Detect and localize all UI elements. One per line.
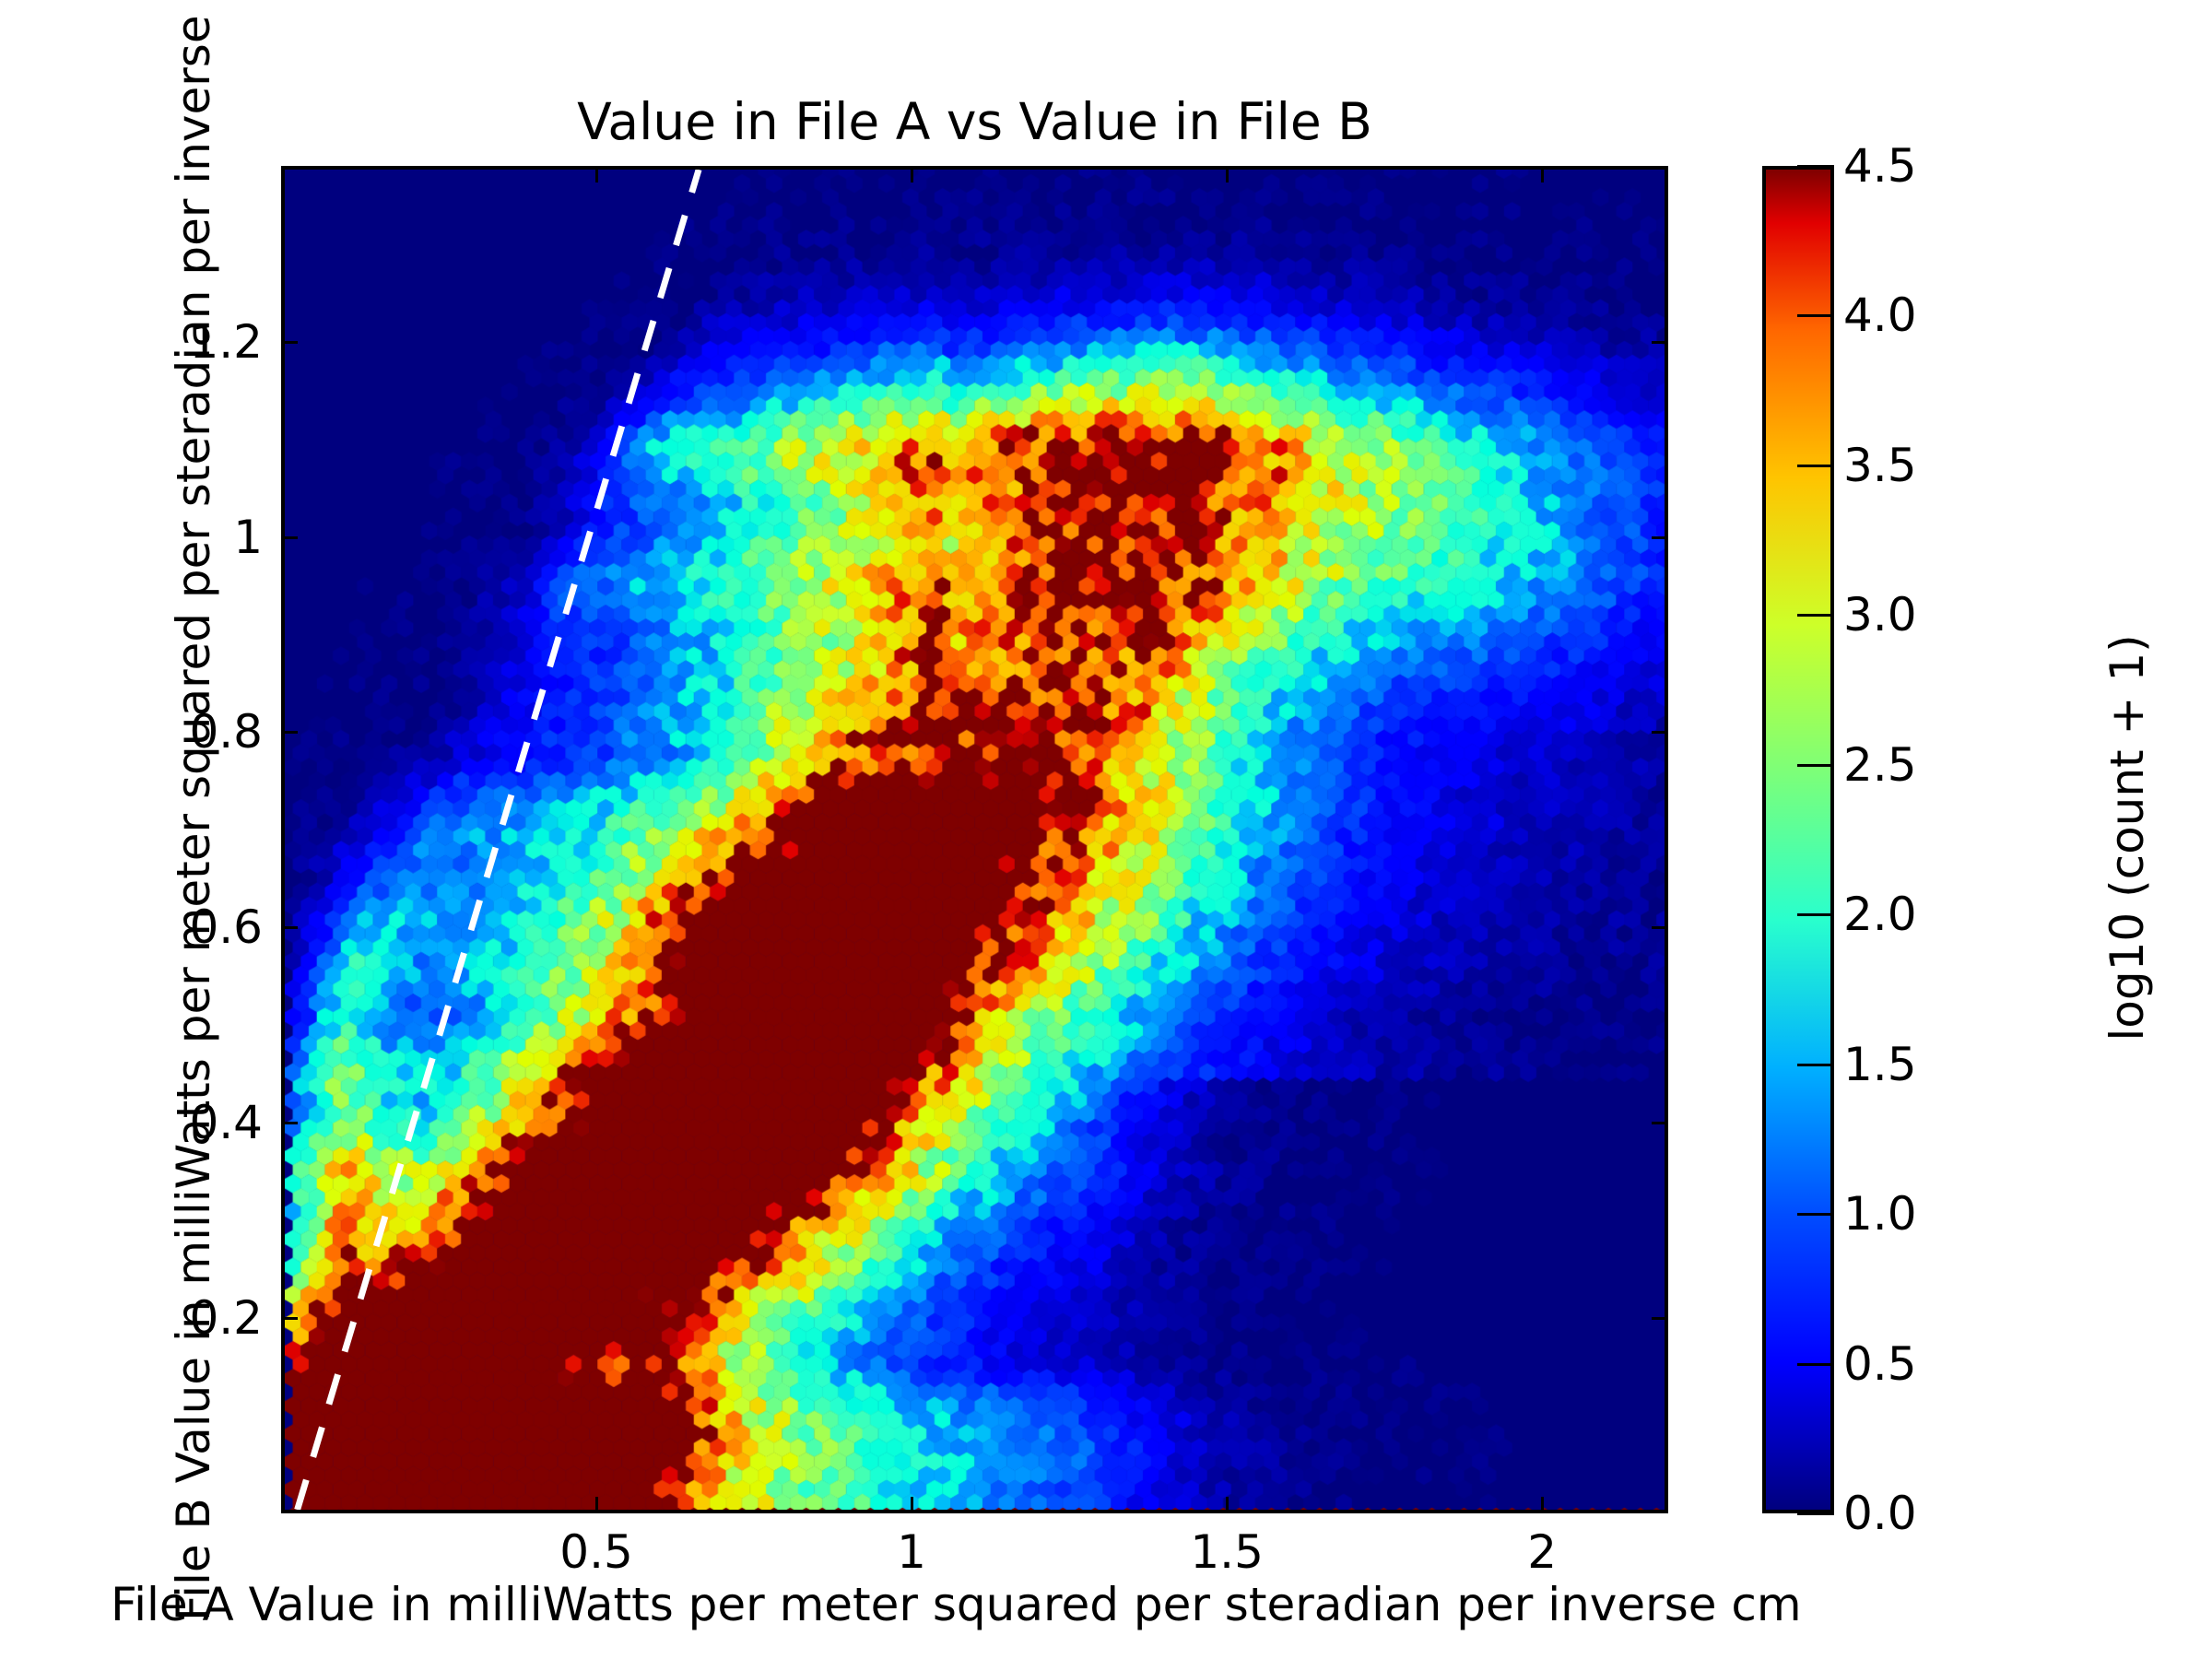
y-tick-mark [281,926,298,930]
y-tick-label: 1.2 [189,314,263,369]
colorbar-tick-label: 1.0 [1843,1187,1917,1241]
x-tick-label: 1.5 [1190,1525,1264,1579]
y-tick-mark [281,535,298,539]
plot-area [281,166,1668,1513]
y-tick-mark [281,1317,298,1321]
colorbar-tick-label: 3.0 [1843,588,1917,642]
y-tick-mark-right [1652,1122,1668,1125]
x-tick-mark [911,1497,914,1513]
y-tick-mark-right [1652,926,1668,930]
y-tick-label: 0.8 [189,705,263,759]
y-tick-mark [281,1122,298,1125]
y-tick-label: 0.4 [189,1096,263,1150]
colorbar-tick-label: 1.5 [1843,1037,1917,1091]
x-tick-mark [1226,1497,1230,1513]
colorbar-tick-mark [1797,614,1834,618]
y-tick-mark [281,731,298,735]
y-tick-label: 1 [233,510,263,564]
y-tick-label: 0.2 [189,1291,263,1346]
x-tick-mark-top [1226,166,1230,182]
y-tick-mark-right [1652,731,1668,735]
x-tick-label: 0.5 [559,1525,633,1579]
x-axis-label: File A Value in milliWatts per meter squ… [111,1578,1802,1631]
identity-reference-line [294,170,702,1510]
colorbar-tick-mark [1797,913,1834,917]
colorbar-tick-label: 4.0 [1843,288,1917,343]
colorbar-label: log10 (count + 1) [2100,634,2154,1041]
colorbar-tick-label: 0.0 [1843,1487,1917,1540]
x-tick-mark [595,1497,599,1513]
x-tick-mark-top [595,166,599,182]
colorbar-tick-mark [1797,464,1834,467]
x-tick-mark-top [1541,166,1545,182]
y-axis-label: File B Value in milliWatts per meter squ… [167,0,220,1621]
colorbar-tick-label: 0.5 [1843,1336,1917,1391]
colorbar [1762,166,1834,1513]
y-tick-mark-right [1652,1317,1668,1321]
colorbar-tick-label: 2.0 [1843,888,1917,942]
x-tick-label: 2 [1527,1525,1558,1579]
x-tick-mark [1541,1497,1545,1513]
colorbar-tick-mark [1797,1512,1834,1515]
colorbar-tick-label: 3.5 [1843,438,1917,492]
x-tick-label: 1 [897,1525,926,1579]
colorbar-tick-mark [1797,165,1834,168]
colorbar-tick-mark [1797,1063,1834,1066]
hexbin-density-canvas [285,170,1665,1510]
page-title: Value in File A vs Value in File B [577,92,1372,151]
colorbar-tick-mark [1797,314,1834,318]
y-tick-mark-right [1652,340,1668,344]
colorbar-tick-label: 2.5 [1843,737,1917,792]
x-tick-mark-top [911,166,914,182]
colorbar-tick-label: 4.5 [1843,139,1917,193]
y-tick-mark [281,340,298,344]
y-tick-mark-right [1652,535,1668,539]
colorbar-tick-mark [1797,763,1834,767]
colorbar-tick-mark [1797,1213,1834,1217]
colorbar-tick-mark [1797,1362,1834,1366]
y-tick-label: 0.6 [189,900,263,955]
